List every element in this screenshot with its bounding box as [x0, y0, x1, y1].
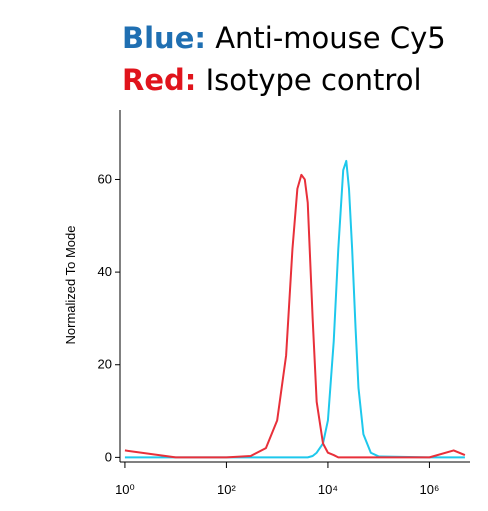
- y-tick-label: 0: [105, 449, 112, 464]
- y-tick-label: 40: [98, 264, 112, 279]
- y-tick-label: 20: [98, 357, 112, 372]
- x-tick-label: 10⁰: [115, 482, 135, 497]
- legend-key: Red:: [122, 63, 196, 97]
- y-tick-label: 60: [98, 171, 112, 186]
- legend-line: Red: Isotype control: [122, 63, 422, 97]
- legend-line: Blue: Anti-mouse Cy5: [122, 21, 446, 55]
- series-line: [124, 159, 465, 459]
- y-axis-label: Normalized To Mode: [63, 226, 78, 345]
- x-tick-label: 10⁶: [420, 482, 440, 497]
- legend-text: Isotype control: [206, 63, 422, 97]
- series-line: [124, 173, 466, 459]
- legend-key: Blue:: [122, 21, 206, 55]
- legend-text: Anti-mouse Cy5: [215, 21, 446, 55]
- x-tick-label: 10⁴: [318, 482, 338, 497]
- x-tick-label: 10²: [217, 482, 236, 497]
